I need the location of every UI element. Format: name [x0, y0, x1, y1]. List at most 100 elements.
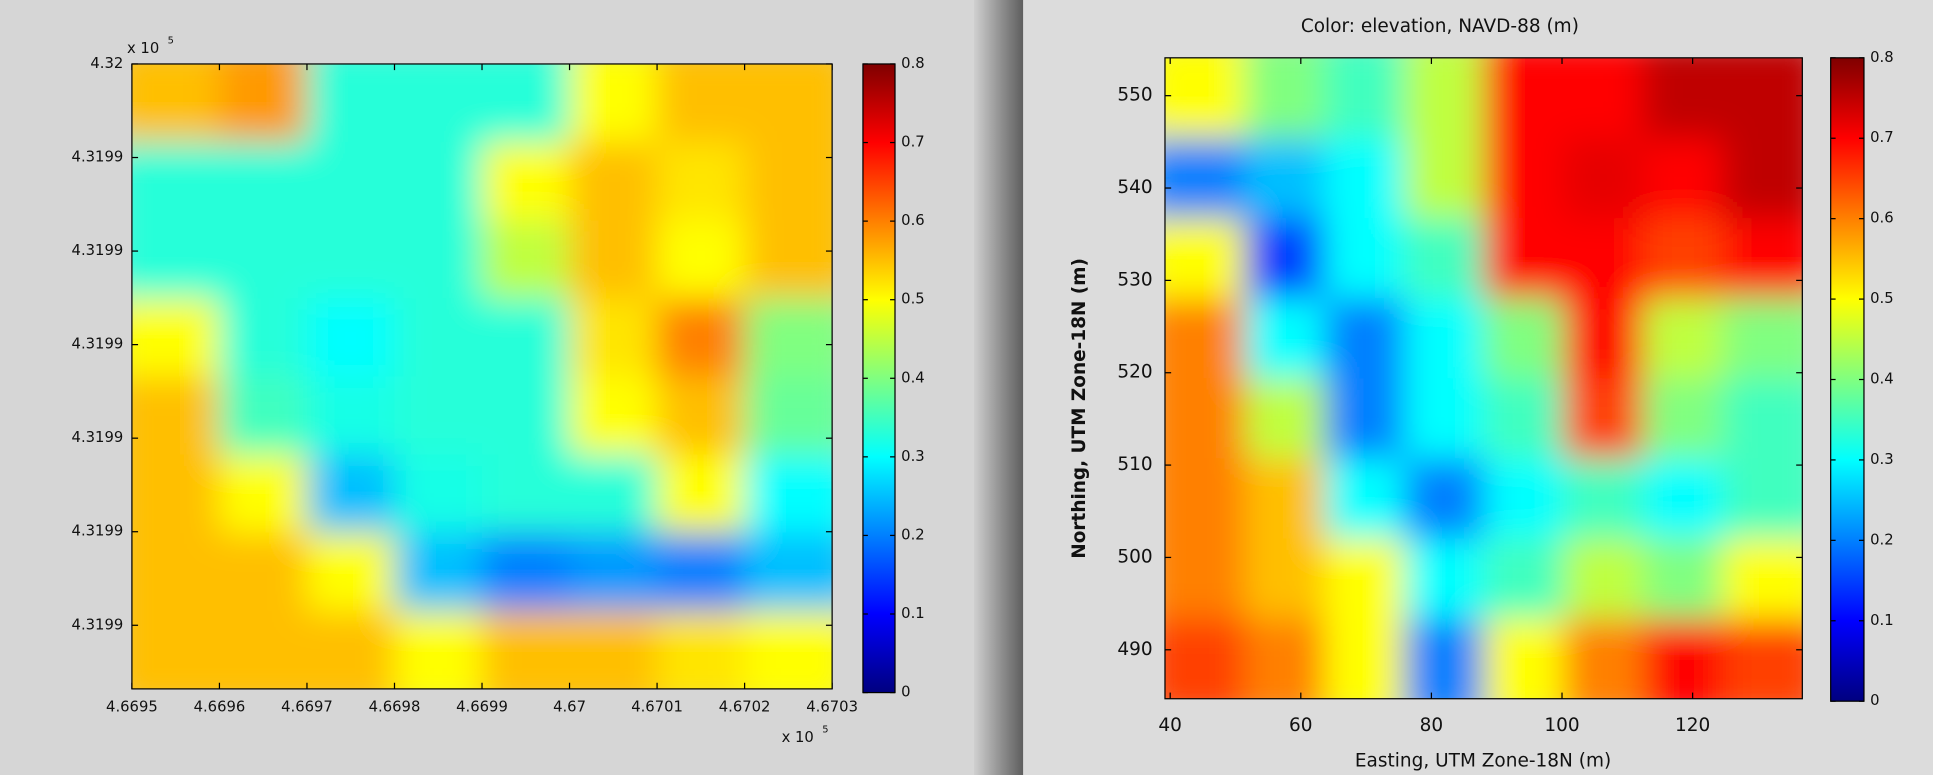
- colorbar-tick-label: 0.1: [901, 605, 925, 622]
- heatmap-cell: [744, 220, 833, 300]
- heatmap-cell: [744, 610, 833, 689]
- heatmap-cell: [1403, 618, 1485, 699]
- heatmap-cell: [1722, 538, 1803, 620]
- heatmap-cell: [1164, 378, 1246, 460]
- heatmap-cell: [219, 63, 309, 144]
- y-tick-label: 500: [1117, 546, 1152, 567]
- heatmap-cell: [657, 63, 746, 144]
- y-tick-label: 550: [1117, 85, 1152, 106]
- heatmap-cell: [1642, 618, 1724, 699]
- y-tick-label: 540: [1117, 177, 1152, 198]
- heatmap-cell: [394, 298, 484, 378]
- heatmap-cell: [1483, 618, 1565, 699]
- heatmap-cell: [1403, 57, 1485, 140]
- x-tick-label: 4.6701: [631, 698, 683, 715]
- heatmap-cell: [1244, 458, 1326, 540]
- y-tick-label: 4.3199: [72, 242, 124, 259]
- heatmap-cell: [744, 376, 833, 456]
- heatmap-cell: [1483, 57, 1565, 140]
- y-tick-label: 520: [1117, 362, 1152, 383]
- heatmap-cell: [131, 532, 221, 613]
- heatmap-cell: [1403, 137, 1485, 220]
- y-tick-label: 4.3199: [72, 336, 124, 353]
- x-tick-label: 120: [1675, 715, 1710, 736]
- heatmap-cell: [306, 610, 396, 689]
- heatmap-cells: [131, 63, 833, 689]
- heatmap-cell: [1164, 298, 1246, 380]
- heatmap-cell: [482, 532, 571, 613]
- plot-frame: [1164, 57, 1803, 700]
- heatmap-cell: [744, 298, 833, 378]
- heatmap-cell: [1244, 618, 1326, 699]
- heatmap-cell: [1164, 137, 1246, 220]
- heatmap-cell: [1403, 378, 1485, 460]
- heatmap-cell: [1563, 298, 1645, 380]
- heatmap-cell: [482, 610, 571, 689]
- heatmap-cell: [744, 63, 833, 144]
- x-tick-label: 4.6696: [194, 698, 246, 715]
- heatmap-cell: [219, 298, 309, 378]
- heatmap-cell: [744, 454, 833, 534]
- colorbar-tick-label: 0.8: [901, 55, 925, 72]
- heatmap-cell: [1483, 538, 1565, 620]
- heatmap-cell: [569, 532, 659, 613]
- x-tick-label: 4.6695: [106, 698, 158, 715]
- heatmap-cell: [569, 610, 659, 689]
- heatmap-cell: [1563, 618, 1645, 699]
- heatmap-cell: [131, 298, 221, 378]
- x-tick-label: 100: [1544, 715, 1579, 736]
- heatmap-cell: [657, 376, 746, 456]
- heatmap-cell: [1642, 218, 1724, 300]
- heatmap-cell: [657, 532, 746, 613]
- y-tick-label: 510: [1117, 454, 1152, 475]
- colorbar: [1830, 57, 1865, 702]
- colorbar-tick-label: 0.3: [901, 448, 925, 465]
- heatmap-cell: [1244, 378, 1326, 460]
- heatmap-cell: [306, 63, 396, 144]
- x-offset-base: x 10: [782, 729, 814, 746]
- y-offset-base: x 10: [127, 40, 159, 57]
- heatmap-cell: [1563, 137, 1645, 220]
- heatmap-cell: [657, 454, 746, 534]
- heatmap-cell: [1324, 137, 1406, 220]
- colorbar-tick-label: 0.5: [901, 291, 925, 308]
- heatmap-cell: [569, 63, 659, 144]
- heatmap-cell: [219, 376, 309, 456]
- heatmap-cell: [1642, 298, 1724, 380]
- heatmap-cell: [394, 142, 484, 222]
- y-axis-label: Northing, UTM Zone-18N (m): [1069, 258, 1090, 559]
- heatmap-cell: [219, 532, 309, 613]
- heatmap-cell: [482, 298, 571, 378]
- heatmap-cell: [219, 454, 309, 534]
- heatmap-cell: [1324, 458, 1406, 540]
- y-tick-label: 4.3199: [72, 523, 124, 540]
- heatmap-cell: [306, 220, 396, 300]
- heatmap-cell: [394, 454, 484, 534]
- colorbar-tick-label: 0.7: [1870, 129, 1894, 146]
- heatmap-cell: [1403, 218, 1485, 300]
- colorbar-tick-label: 0: [901, 684, 910, 701]
- x-tick-label: 4.6698: [369, 698, 421, 715]
- x-tick-label: 40: [1158, 715, 1182, 736]
- heatmap-cell: [1403, 458, 1485, 540]
- x-tick-label: 4.6702: [719, 698, 771, 715]
- heatmap-cell: [1244, 57, 1326, 140]
- heatmap-cell: [131, 63, 221, 144]
- x-axis-label: Easting, UTM Zone-18N (m): [1355, 750, 1611, 771]
- heatmap-cell: [1164, 218, 1246, 300]
- heatmap-area: [131, 63, 833, 689]
- heatmap-cell: [1324, 57, 1406, 140]
- heatmap-cell: [657, 298, 746, 378]
- heatmap-cell: [1403, 298, 1485, 380]
- heatmap-cell: [1722, 218, 1803, 300]
- heatmap-cell: [1563, 378, 1645, 460]
- colorbar-tick-label: 0: [1870, 692, 1879, 709]
- colorbar-tick-label: 0.1: [1870, 612, 1894, 629]
- heatmap-cell: [1563, 538, 1645, 620]
- heatmap-cell: [1563, 57, 1645, 140]
- heatmap-cell: [657, 610, 746, 689]
- heatmap-cell: [394, 220, 484, 300]
- colorbar-tick-label: 0.2: [1870, 531, 1894, 548]
- heatmap-cell: [569, 298, 659, 378]
- heatmap-cell: [131, 142, 221, 222]
